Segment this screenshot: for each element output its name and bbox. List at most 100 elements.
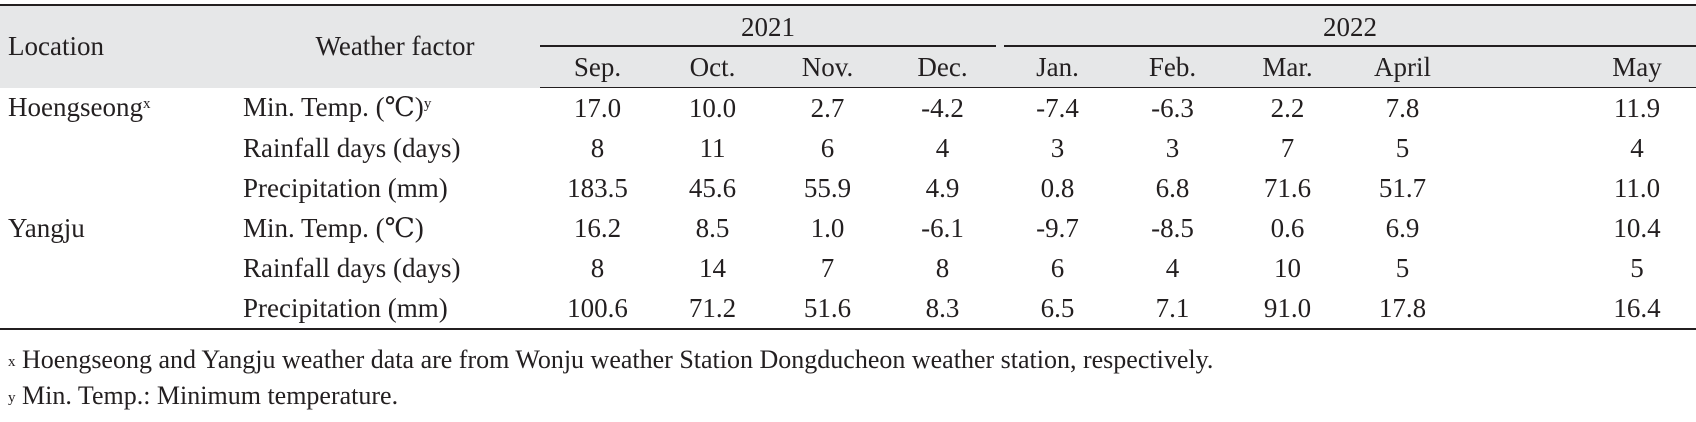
value-cell: 5 [1395, 252, 1410, 283]
value-cell: 1.0 [810, 212, 845, 243]
value-cell: 5 [1395, 132, 1410, 163]
location-cell: Yangju [0, 208, 240, 248]
value-cell: 16.2 [573, 212, 622, 243]
value-cell: 11.9 [1613, 92, 1661, 123]
location-name: Hoengseong [8, 92, 143, 123]
value-cell: -6.3 [1151, 92, 1194, 123]
footnote-text: Min. Temp.: Minimum temperature. [22, 381, 399, 410]
table-row: Rainfall days (days) 8 11 6 4 3 3 7 5 4 [0, 128, 1696, 168]
value-cell: -9.7 [1036, 212, 1079, 243]
value-cell: 4 [1165, 252, 1180, 283]
table-row: Rainfall days (days) 8 14 7 8 6 4 10 5 5 [0, 248, 1696, 288]
weather-factor-cell: Rainfall days (days) [240, 128, 540, 168]
month-header: Nov. [770, 47, 885, 88]
location-cell [0, 128, 240, 168]
footnote-text: Hoengseong and Yangju weather data are f… [22, 345, 1214, 374]
weather-factor-cell: Rainfall days (days) [240, 248, 540, 288]
year-2022-header: 2022 [1000, 5, 1696, 47]
value-cell: 6 [1050, 252, 1065, 283]
month-header: Jan. [1000, 47, 1115, 88]
month-header: Dec. [885, 47, 1000, 88]
value-cell: 3 [1165, 132, 1180, 163]
value-cell: 11.0 [1613, 172, 1661, 203]
value-cell: 8 [590, 252, 605, 283]
value-cell: 7.1 [1115, 288, 1230, 330]
value-cell: 7.8 [1385, 92, 1420, 123]
value-cell: 8 [935, 252, 950, 283]
month-header: Oct. [655, 47, 770, 88]
header-row-months: Sep. Oct. Nov. Dec. Jan. Feb. Mar. April… [0, 47, 1696, 88]
footnote-mark: y [8, 390, 16, 406]
header-row-years: Location Weather factor 2021 2022 [0, 5, 1696, 61]
value-cell: -4.2 [921, 92, 964, 123]
value-cell: -6.1 [921, 212, 964, 243]
value-cell: 10.4 [1613, 212, 1661, 243]
value-cell: 4 [1630, 132, 1644, 163]
footnote-y: y Min. Temp.: Minimum temperature. [8, 381, 398, 411]
month-header: Mar. [1230, 47, 1345, 88]
footnote-mark: x [142, 96, 151, 113]
value-cell: 8.3 [885, 288, 1000, 330]
value-cell: 16.4 [1460, 288, 1696, 330]
value-cell: 4 [935, 132, 950, 163]
weather-factor-label: Min. Temp. (℃) [243, 212, 424, 243]
value-cell: 17.0 [573, 92, 622, 123]
location-name: Yangju [8, 212, 85, 243]
value-cell: 6.9 [1385, 212, 1420, 243]
value-cell: 7 [1280, 132, 1295, 163]
location-cell [0, 288, 240, 330]
value-cell: 14 [699, 252, 726, 283]
value-cell: 6 [820, 132, 835, 163]
weather-factor-cell: Precipitation (mm) [240, 288, 540, 330]
value-cell: 2.7 [810, 92, 845, 123]
value-cell: 4.9 [925, 172, 960, 203]
weather-factor-label: Precipitation (mm) [243, 172, 448, 203]
table-row: Hoengseongx Min. Temp. (℃)y 17.0 10.0 2.7 -4.… [0, 88, 1696, 129]
value-cell: 100.6 [540, 288, 655, 330]
table-row: Precipitation (mm) 183.5 45.6 55.9 4.9 0.8 6.8… [0, 168, 1696, 208]
value-cell: 5 [1630, 252, 1644, 283]
month-header: Feb. [1115, 47, 1230, 88]
location-cell [0, 248, 240, 288]
weather-factor-header: Weather factor [315, 31, 475, 62]
value-cell: 71.2 [655, 288, 770, 330]
weather-factor-cell: Precipitation (mm) [240, 168, 540, 208]
month-header: Sep. [540, 47, 655, 88]
value-cell: 3 [1050, 132, 1065, 163]
weather-factor-cell: Min. Temp. (℃) [240, 208, 540, 248]
value-cell: 71.6 [1263, 172, 1312, 203]
value-cell: 6.5 [1000, 288, 1115, 330]
value-cell: 91.0 [1230, 288, 1345, 330]
value-cell: 51.7 [1378, 172, 1427, 203]
location-cell [0, 168, 240, 208]
year-2021-label: 2021 [540, 7, 996, 47]
location-cell: Hoengseongx [0, 88, 240, 129]
weather-table: Location Weather factor 2021 2022 Sep. O… [0, 4, 1696, 330]
value-cell: 51.6 [770, 288, 885, 330]
weather-factor-label: Min. Temp. (℃) [243, 92, 424, 123]
value-cell: 10.0 [688, 92, 737, 123]
value-cell: 11 [699, 132, 726, 163]
value-cell: -8.5 [1151, 212, 1194, 243]
footnote-mark: y [423, 96, 432, 113]
value-cell: 10 [1274, 252, 1301, 283]
value-cell: 0.6 [1270, 212, 1305, 243]
weather-factor-label: Precipitation (mm) [243, 292, 448, 323]
value-cell: 7 [820, 252, 835, 283]
value-cell: 17.8 [1345, 288, 1460, 330]
year-2022-label: 2022 [1004, 7, 1696, 47]
year-2021-header: 2021 [540, 5, 1000, 47]
value-cell: 8.5 [695, 212, 730, 243]
month-header: April [1345, 47, 1460, 88]
footnote-mark: x [8, 354, 16, 370]
value-cell: 2.2 [1270, 92, 1305, 123]
weather-factor-label: Rainfall days (days) [243, 132, 461, 163]
value-cell: 6.8 [1155, 172, 1190, 203]
location-header: Location [8, 31, 104, 62]
month-header: May [1460, 47, 1696, 88]
footnote-x: x Hoengseong and Yangju weather data are… [8, 345, 1213, 375]
value-cell: -7.4 [1036, 92, 1079, 123]
value-cell: 45.6 [688, 172, 737, 203]
weather-factor-label: Rainfall days (days) [243, 252, 461, 283]
